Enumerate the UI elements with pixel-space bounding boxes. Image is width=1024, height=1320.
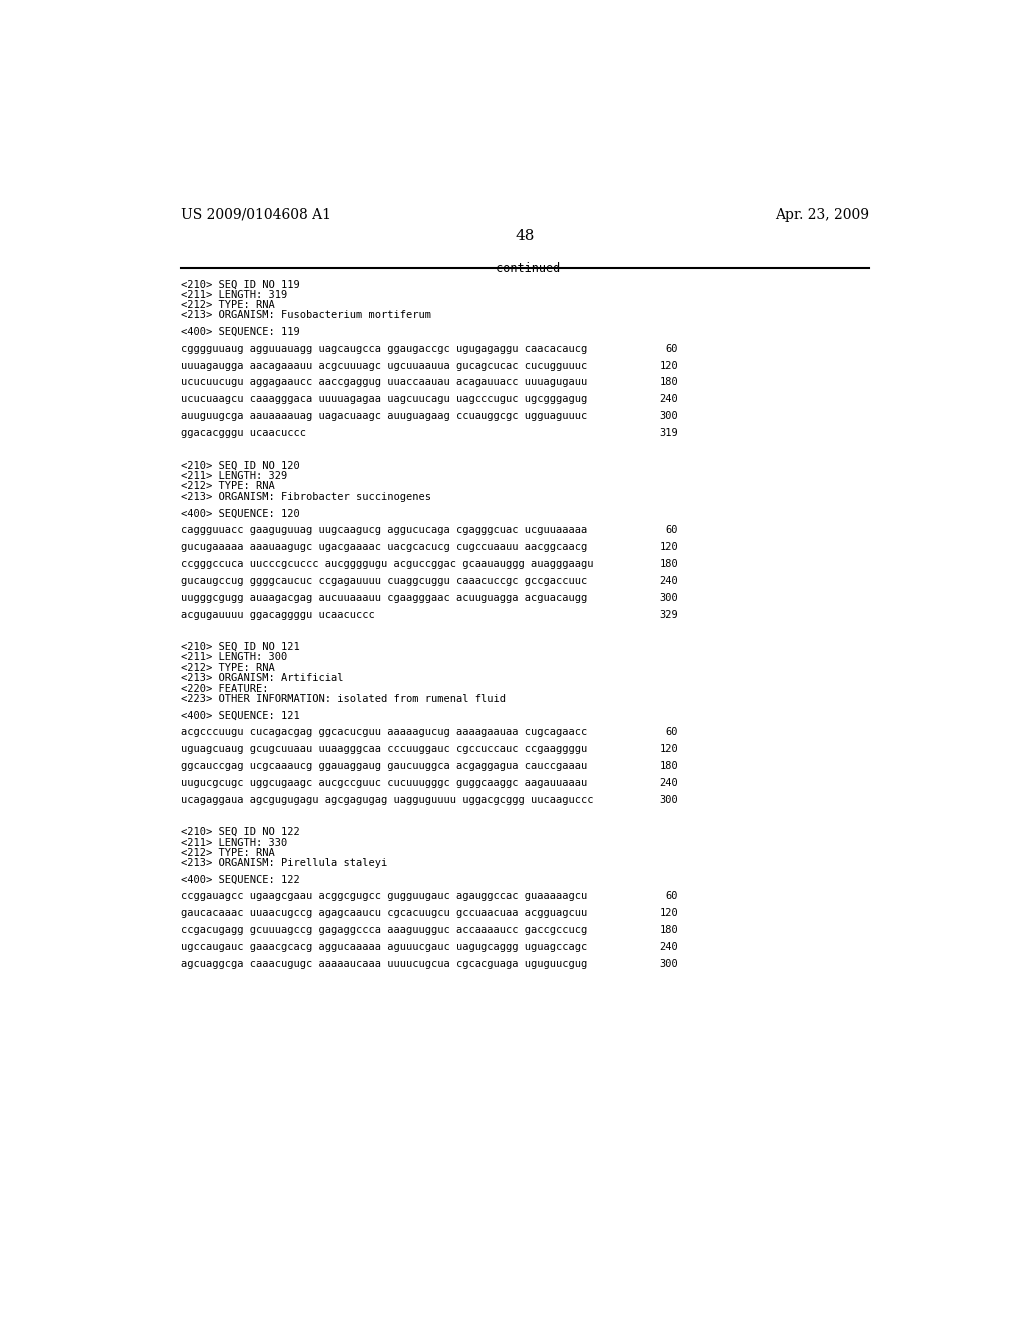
Text: <400> SEQUENCE: 119: <400> SEQUENCE: 119 bbox=[180, 327, 299, 337]
Text: 300: 300 bbox=[659, 593, 678, 603]
Text: 60: 60 bbox=[666, 525, 678, 535]
Text: 120: 120 bbox=[659, 744, 678, 754]
Text: ucagaggaua agcgugugagu agcgagugag uagguguuuu uggacgcggg uucaaguccc: ucagaggaua agcgugugagu agcgagugag uaggug… bbox=[180, 795, 593, 805]
Text: acgugauuuu ggacaggggu ucaacuccc: acgugauuuu ggacaggggu ucaacuccc bbox=[180, 610, 375, 619]
Text: <400> SEQUENCE: 121: <400> SEQUENCE: 121 bbox=[180, 710, 299, 721]
Text: ucucuucugu aggagaaucc aaccgaggug uuaccaauau acagauuacc uuuagugauu: ucucuucugu aggagaaucc aaccgaggug uuaccaa… bbox=[180, 378, 587, 388]
Text: cgggguuaug agguuauagg uagcaugcca ggaugaccgc ugugagaggu caacacaucg: cgggguuaug agguuauagg uagcaugcca ggaugac… bbox=[180, 343, 587, 354]
Text: <400> SEQUENCE: 122: <400> SEQUENCE: 122 bbox=[180, 875, 299, 884]
Text: <213> ORGANISM: Pirellula staleyi: <213> ORGANISM: Pirellula staleyi bbox=[180, 858, 387, 869]
Text: 329: 329 bbox=[659, 610, 678, 619]
Text: <211> LENGTH: 319: <211> LENGTH: 319 bbox=[180, 289, 287, 300]
Text: gaucacaaac uuaacugccg agagcaaucu cgcacuugcu gccuaacuaa acgguagcuu: gaucacaaac uuaacugccg agagcaaucu cgcacuu… bbox=[180, 908, 587, 919]
Text: 60: 60 bbox=[666, 727, 678, 737]
Text: uguagcuaug gcugcuuaau uuaagggcaa cccuuggauc cgccuccauc ccgaaggggu: uguagcuaug gcugcuuaau uuaagggcaa cccuugg… bbox=[180, 744, 587, 754]
Text: 60: 60 bbox=[666, 891, 678, 902]
Text: 300: 300 bbox=[659, 960, 678, 969]
Text: Apr. 23, 2009: Apr. 23, 2009 bbox=[775, 207, 869, 222]
Text: 240: 240 bbox=[659, 942, 678, 952]
Text: <212> TYPE: RNA: <212> TYPE: RNA bbox=[180, 663, 274, 673]
Text: 180: 180 bbox=[659, 378, 678, 388]
Text: <210> SEQ ID NO 122: <210> SEQ ID NO 122 bbox=[180, 828, 299, 837]
Text: <213> ORGANISM: Fibrobacter succinogenes: <213> ORGANISM: Fibrobacter succinogenes bbox=[180, 492, 431, 502]
Text: <213> ORGANISM: Fusobacterium mortiferum: <213> ORGANISM: Fusobacterium mortiferum bbox=[180, 310, 431, 321]
Text: 120: 120 bbox=[659, 543, 678, 552]
Text: caggguuacc gaaguguuag uugcaagucg aggucucaga cgagggcuac ucguuaaaaa: caggguuacc gaaguguuag uugcaagucg aggucuc… bbox=[180, 525, 587, 535]
Text: gucaugccug ggggcaucuc ccgagauuuu cuaggcuggu caaacuccgc gccgaccuuc: gucaugccug ggggcaucuc ccgagauuuu cuaggcu… bbox=[180, 576, 587, 586]
Text: ggcauccgag ucgcaaaucg ggauaggaug gaucuuggca acgaggagua cauccgaaau: ggcauccgag ucgcaaaucg ggauaggaug gaucuug… bbox=[180, 760, 587, 771]
Text: US 2009/0104608 A1: US 2009/0104608 A1 bbox=[180, 207, 331, 222]
Text: 240: 240 bbox=[659, 777, 678, 788]
Text: ugccaugauc gaaacgcacg aggucaaaaa aguuucgauc uagugcaggg uguagccagc: ugccaugauc gaaacgcacg aggucaaaaa aguuucg… bbox=[180, 942, 587, 952]
Text: <213> ORGANISM: Artificial: <213> ORGANISM: Artificial bbox=[180, 673, 343, 684]
Text: 240: 240 bbox=[659, 576, 678, 586]
Text: <211> LENGTH: 300: <211> LENGTH: 300 bbox=[180, 652, 287, 663]
Text: 48: 48 bbox=[515, 230, 535, 243]
Text: <210> SEQ ID NO 121: <210> SEQ ID NO 121 bbox=[180, 642, 299, 652]
Text: <211> LENGTH: 330: <211> LENGTH: 330 bbox=[180, 838, 287, 847]
Text: ccggauagcc ugaagcgaau acggcgugcc gugguugauc agauggccac guaaaaagcu: ccggauagcc ugaagcgaau acggcgugcc gugguug… bbox=[180, 891, 587, 902]
Text: <212> TYPE: RNA: <212> TYPE: RNA bbox=[180, 300, 274, 310]
Text: <400> SEQUENCE: 120: <400> SEQUENCE: 120 bbox=[180, 508, 299, 519]
Text: agcuaggcga caaacugugc aaaaaucaaa uuuucugcua cgcacguaga uguguucgug: agcuaggcga caaacugugc aaaaaucaaa uuuucug… bbox=[180, 960, 587, 969]
Text: 120: 120 bbox=[659, 360, 678, 371]
Text: <211> LENGTH: 329: <211> LENGTH: 329 bbox=[180, 471, 287, 480]
Text: <210> SEQ ID NO 119: <210> SEQ ID NO 119 bbox=[180, 280, 299, 289]
Text: <212> TYPE: RNA: <212> TYPE: RNA bbox=[180, 847, 274, 858]
Text: 319: 319 bbox=[659, 428, 678, 438]
Text: 300: 300 bbox=[659, 795, 678, 805]
Text: ggacacgggu ucaacuccc: ggacacgggu ucaacuccc bbox=[180, 428, 306, 438]
Text: 60: 60 bbox=[666, 343, 678, 354]
Text: 120: 120 bbox=[659, 908, 678, 919]
Text: <223> OTHER INFORMATION: isolated from rumenal fluid: <223> OTHER INFORMATION: isolated from r… bbox=[180, 694, 506, 704]
Text: ccgggccuca uucccgcuccc aucggggugu acguccggac gcaauauggg auagggaagu: ccgggccuca uucccgcuccc aucggggugu acgucc… bbox=[180, 558, 593, 569]
Text: <220> FEATURE:: <220> FEATURE: bbox=[180, 684, 268, 693]
Text: uugggcgugg auaagacgag aucuuaaauu cgaagggaac acuuguagga acguacaugg: uugggcgugg auaagacgag aucuuaaauu cgaaggg… bbox=[180, 593, 587, 603]
Text: <212> TYPE: RNA: <212> TYPE: RNA bbox=[180, 482, 274, 491]
Text: ccgacugagg gcuuuagccg gagaggccca aaaguugguc accaaaaucc gaccgccucg: ccgacugagg gcuuuagccg gagaggccca aaaguug… bbox=[180, 925, 587, 936]
Text: -continued: -continued bbox=[489, 263, 560, 276]
Text: gucugaaaaa aaauaagugc ugacgaaaac uacgcacucg cugccuaauu aacggcaacg: gucugaaaaa aaauaagugc ugacgaaaac uacgcac… bbox=[180, 543, 587, 552]
Text: 300: 300 bbox=[659, 412, 678, 421]
Text: 180: 180 bbox=[659, 925, 678, 936]
Text: uugucgcugc uggcugaagc aucgccguuc cucuuugggc guggcaaggc aagauuaaau: uugucgcugc uggcugaagc aucgccguuc cucuuug… bbox=[180, 777, 587, 788]
Text: uuuagaugga aacagaaauu acgcuuuagc ugcuuaauua gucagcucac cucugguuuc: uuuagaugga aacagaaauu acgcuuuagc ugcuuaa… bbox=[180, 360, 587, 371]
Text: ucucuaagcu caaagggaca uuuuagagaa uagcuucagu uagcccuguc ugcgggagug: ucucuaagcu caaagggaca uuuuagagaa uagcuuc… bbox=[180, 395, 587, 404]
Text: auuguugcga aauaaaauag uagacuaagc auuguagaag ccuauggcgc ugguaguuuc: auuguugcga aauaaaauag uagacuaagc auuguag… bbox=[180, 412, 587, 421]
Text: 240: 240 bbox=[659, 395, 678, 404]
Text: <210> SEQ ID NO 120: <210> SEQ ID NO 120 bbox=[180, 461, 299, 471]
Text: 180: 180 bbox=[659, 558, 678, 569]
Text: acgcccuugu cucagacgag ggcacucguu aaaaagucug aaaagaauaa cugcagaacc: acgcccuugu cucagacgag ggcacucguu aaaaagu… bbox=[180, 727, 587, 737]
Text: 180: 180 bbox=[659, 760, 678, 771]
